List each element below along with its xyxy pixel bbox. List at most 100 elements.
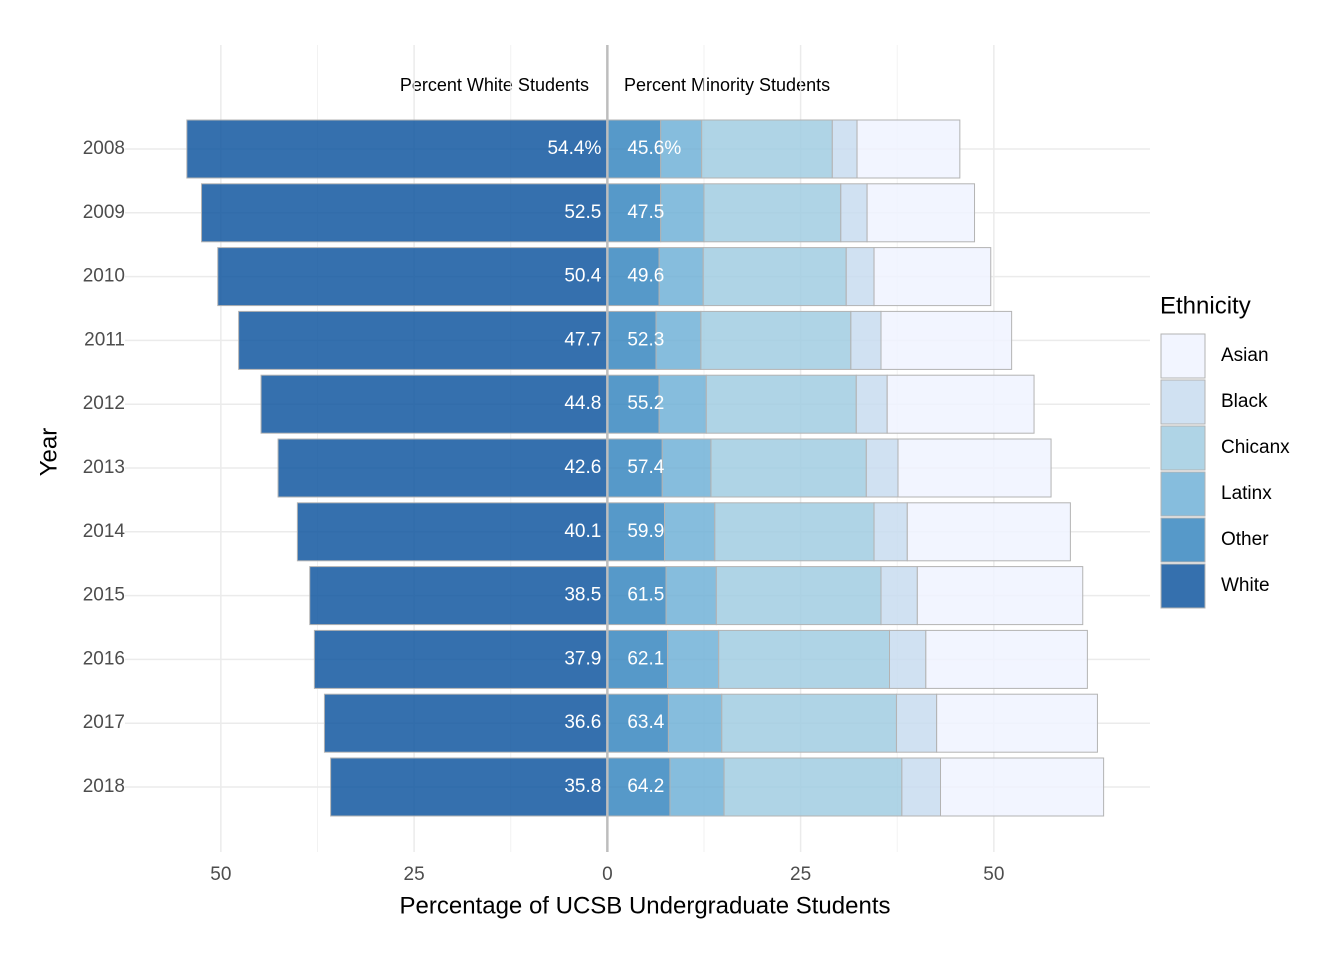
data-label: 64.2 xyxy=(627,776,664,797)
y-tick-label: 2013 xyxy=(83,457,125,478)
bar xyxy=(606,629,669,689)
bar xyxy=(201,183,608,243)
bar xyxy=(667,693,723,753)
data-label: 57.4 xyxy=(627,457,664,478)
data-label: 63.4 xyxy=(627,712,664,733)
x-tick-label: 50 xyxy=(210,864,231,885)
bar xyxy=(658,247,704,307)
data-label: 47.5 xyxy=(627,202,664,223)
bar xyxy=(238,310,608,370)
legend-label: Asian xyxy=(1221,345,1269,366)
y-tick-label: 2016 xyxy=(83,648,125,669)
bar xyxy=(664,502,716,562)
annotation: Percent White Students xyxy=(400,75,589,95)
data-label: 49.6 xyxy=(627,266,664,287)
bar xyxy=(916,566,1084,626)
bar xyxy=(606,566,667,626)
bar xyxy=(606,757,671,817)
x-tick-label: 25 xyxy=(404,864,425,885)
bar xyxy=(669,757,725,817)
bar xyxy=(606,693,669,753)
bar xyxy=(703,183,842,243)
x-tick-label: 50 xyxy=(983,864,1004,885)
y-tick-label: 2015 xyxy=(83,585,125,606)
data-label: 47.7 xyxy=(564,329,601,350)
data-label: 37.9 xyxy=(564,648,601,669)
legend-key xyxy=(1160,471,1206,517)
bar xyxy=(701,119,833,179)
data-label: 62.1 xyxy=(627,648,664,669)
data-label: 52.5 xyxy=(564,202,601,223)
data-label: 42.6 xyxy=(564,457,601,478)
bar xyxy=(660,119,703,179)
bar xyxy=(886,374,1035,434)
bar xyxy=(855,374,888,434)
bar xyxy=(721,693,897,753)
bar xyxy=(873,247,992,307)
bar xyxy=(840,183,868,243)
data-label: 59.9 xyxy=(627,521,664,542)
y-tick-label: 2009 xyxy=(83,202,125,223)
bar xyxy=(702,247,847,307)
bar xyxy=(936,693,1098,753)
data-label: 52.3 xyxy=(627,329,664,350)
bar xyxy=(186,119,608,179)
bar xyxy=(309,566,608,626)
bar xyxy=(655,310,702,370)
data-label: 40.1 xyxy=(564,521,601,542)
legend-label: Latinx xyxy=(1221,483,1272,504)
data-label: 50.4 xyxy=(564,266,601,287)
y-tick-label: 2008 xyxy=(83,138,125,159)
bar xyxy=(313,629,608,689)
y-tick-label: 2010 xyxy=(83,266,125,287)
bar xyxy=(606,502,666,562)
data-label: 45.6% xyxy=(627,138,681,159)
bar xyxy=(856,119,961,179)
bar xyxy=(217,247,608,307)
y-tick-label: 2018 xyxy=(83,776,125,797)
bar xyxy=(714,502,875,562)
bar xyxy=(700,310,852,370)
legend-key xyxy=(1160,517,1206,563)
bar xyxy=(866,183,976,243)
y-tick-label: 2011 xyxy=(84,329,125,350)
bar xyxy=(723,757,903,817)
bar xyxy=(277,438,608,498)
legend-title: Ethnicity xyxy=(1160,292,1251,319)
bar xyxy=(880,310,1013,370)
bar xyxy=(665,566,717,626)
bar xyxy=(606,438,663,498)
bar xyxy=(895,693,938,753)
bar xyxy=(925,629,1088,689)
bar xyxy=(865,438,899,498)
bar xyxy=(323,693,608,753)
bar xyxy=(715,566,882,626)
bar xyxy=(705,374,857,434)
annotation: Percent Minority Students xyxy=(624,75,830,95)
data-label: 35.8 xyxy=(564,776,601,797)
data-label: 38.5 xyxy=(564,585,601,606)
legend-key xyxy=(1160,333,1206,379)
bar xyxy=(606,183,662,243)
legend-key xyxy=(1160,379,1206,425)
x-axis-title: Percentage of UCSB Undergraduate Student… xyxy=(400,892,891,919)
y-tick-label: 2014 xyxy=(83,521,126,542)
data-label: 54.4% xyxy=(547,138,601,159)
legend-label: White xyxy=(1221,575,1270,596)
y-tick-label: 2012 xyxy=(83,393,125,414)
bar xyxy=(296,502,608,562)
legend-label: Black xyxy=(1221,391,1268,412)
data-label: 61.5 xyxy=(627,585,664,606)
y-axis-title: Year xyxy=(35,428,62,477)
legend-label: Other xyxy=(1221,529,1269,550)
bar xyxy=(873,502,908,562)
legend-key xyxy=(1160,425,1206,471)
bar xyxy=(850,310,882,370)
bar xyxy=(831,119,858,179)
bar xyxy=(845,247,875,307)
bar xyxy=(661,438,712,498)
legend-key xyxy=(1160,563,1206,609)
bar xyxy=(901,757,942,817)
bar xyxy=(906,502,1071,562)
